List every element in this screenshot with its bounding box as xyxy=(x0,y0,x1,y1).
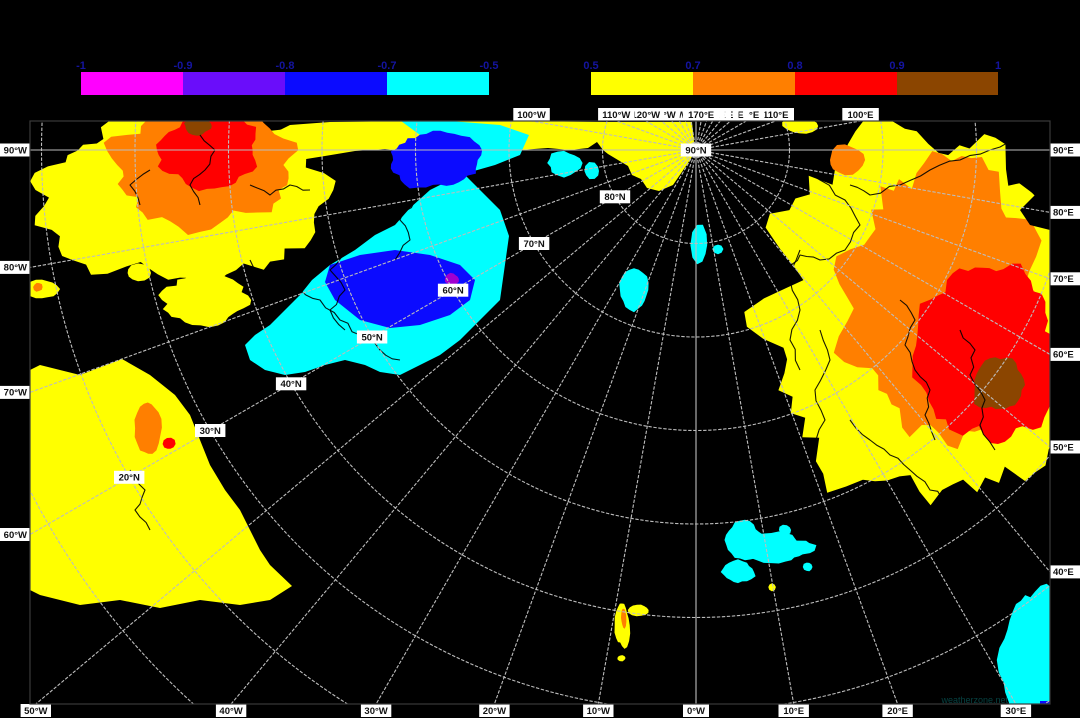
svg-text:30°E: 30°E xyxy=(1006,706,1027,717)
svg-text:80°E: 80°E xyxy=(1053,208,1074,219)
svg-text:80°N: 80°N xyxy=(604,192,625,203)
svg-text:90°N: 90°N xyxy=(685,145,706,156)
svg-text:0.8: 0.8 xyxy=(787,60,802,72)
svg-text:170°E: 170°E xyxy=(688,110,714,121)
svg-text:0.5: 0.5 xyxy=(583,60,598,72)
svg-text:20°W: 20°W xyxy=(483,706,506,717)
svg-text:-0.8: -0.8 xyxy=(276,60,295,72)
svg-text:90°E: 90°E xyxy=(1053,145,1074,156)
svg-text:40°W: 40°W xyxy=(219,706,242,717)
svg-text:10°E: 10°E xyxy=(783,706,804,717)
svg-text:0°W: 0°W xyxy=(687,706,705,717)
svg-text:40°E: 40°E xyxy=(1053,567,1074,578)
svg-text:-0.7: -0.7 xyxy=(378,60,397,72)
svg-text:100°E: 100°E xyxy=(848,110,874,121)
svg-text:weatherzone.net: weatherzone.net xyxy=(940,695,1008,705)
svg-text:110°W: 110°W xyxy=(602,110,630,121)
svg-text:50°N: 50°N xyxy=(361,332,382,343)
svg-text:110°E: 110°E xyxy=(763,110,788,121)
svg-text:70°W: 70°W xyxy=(4,388,27,399)
svg-text:60°E: 60°E xyxy=(1053,350,1074,361)
svg-text:30°W: 30°W xyxy=(364,706,387,717)
svg-text:50°E: 50°E xyxy=(1053,442,1074,453)
svg-text:40°N: 40°N xyxy=(280,379,301,390)
svg-text:70°N: 70°N xyxy=(523,239,544,250)
svg-text:-1: -1 xyxy=(76,60,86,72)
svg-text:90°W: 90°W xyxy=(4,145,27,156)
svg-text:0.7: 0.7 xyxy=(685,60,700,72)
svg-text:20°N: 20°N xyxy=(119,473,140,484)
svg-text:60°W: 60°W xyxy=(4,530,27,541)
svg-text:-0.9: -0.9 xyxy=(174,60,193,72)
svg-text:20°E: 20°E xyxy=(887,706,908,717)
svg-text:30°N: 30°N xyxy=(200,426,221,437)
svg-text:10°W: 10°W xyxy=(587,706,610,717)
svg-text:80°W: 80°W xyxy=(4,263,27,274)
svg-text:1: 1 xyxy=(995,60,1001,72)
svg-text:120°W: 120°W xyxy=(631,110,660,121)
svg-text:70°E: 70°E xyxy=(1053,274,1074,285)
svg-text:-0.5: -0.5 xyxy=(480,60,499,72)
svg-text:0.9: 0.9 xyxy=(889,60,904,72)
svg-text:60°N: 60°N xyxy=(442,286,463,297)
svg-text:100°W: 100°W xyxy=(517,110,546,121)
svg-text:50°W: 50°W xyxy=(24,706,47,717)
